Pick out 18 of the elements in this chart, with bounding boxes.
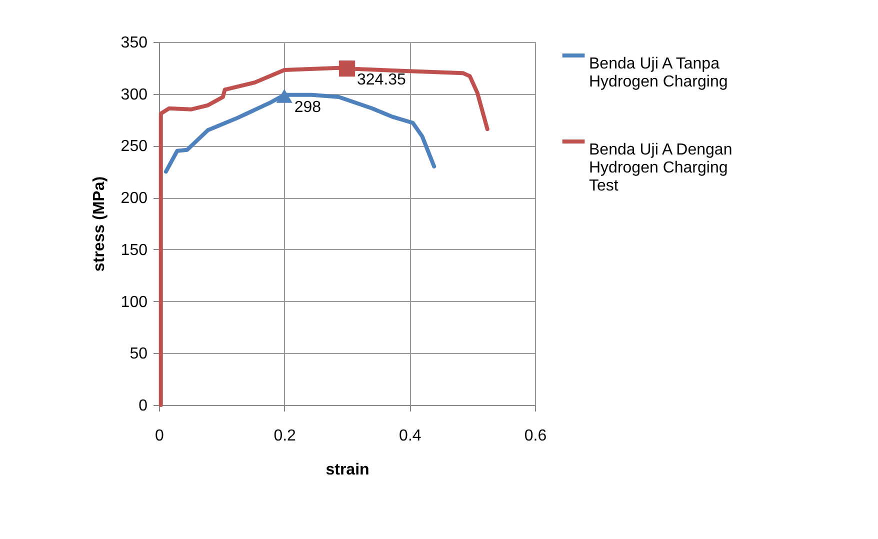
y-tick-label: 300 <box>120 86 148 104</box>
y-tick-label: 0 <box>138 398 148 414</box>
y-axis-title: stress (MPa) <box>90 176 108 272</box>
x-axis-title: strain <box>326 462 370 478</box>
x-tick-label: 0.6 <box>524 428 547 444</box>
y-tick-label: 100 <box>120 294 148 311</box>
x-tick-label: 0.2 <box>274 428 296 444</box>
y-tick-label: 50 <box>130 346 148 363</box>
y-tick-label: 350 <box>120 34 148 52</box>
legend-label: Benda Uji A Tanpa Hydrogen Charging <box>589 56 728 90</box>
x-tick-label: 0 <box>155 428 164 444</box>
data-label: 298 <box>294 98 322 116</box>
legend-label: Benda Uji A Dengan Hydrogen Charging Test <box>589 142 732 194</box>
data-label: 324.35 <box>357 72 406 89</box>
y-tick-label: 200 <box>120 190 148 208</box>
y-tick-label: 150 <box>120 242 148 259</box>
x-tick-label: 0.4 <box>399 428 422 444</box>
y-tick-label: 250 <box>120 138 148 156</box>
